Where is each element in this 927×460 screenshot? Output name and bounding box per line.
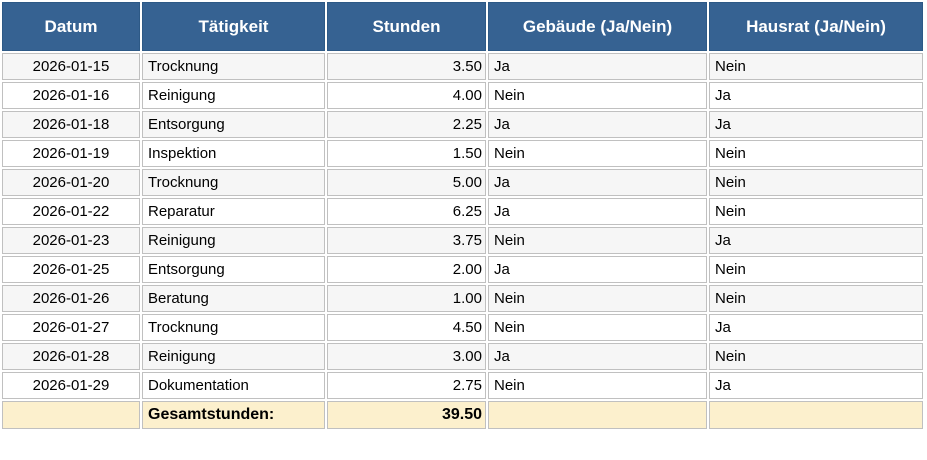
table-row: 2026-01-15 Trocknung 3.50 Ja Nein — [2, 53, 923, 80]
cell-gebaeude: Nein — [488, 372, 707, 399]
cell-gebaeude: Nein — [488, 82, 707, 109]
cell-taetigkeit: Reparatur — [142, 198, 325, 225]
cell-stunden: 3.50 — [327, 53, 486, 80]
cell-hausrat: Ja — [709, 111, 923, 138]
cell-taetigkeit: Beratung — [142, 285, 325, 312]
cell-stunden: 3.75 — [327, 227, 486, 254]
table-row: 2026-01-22 Reparatur 6.25 Ja Nein — [2, 198, 923, 225]
cell-gebaeude: Ja — [488, 256, 707, 283]
cell-datum: 2026-01-16 — [2, 82, 140, 109]
cell-taetigkeit: Dokumentation — [142, 372, 325, 399]
table-row: 2026-01-18 Entsorgung 2.25 Ja Ja — [2, 111, 923, 138]
header-row: Datum Tätigkeit Stunden Gebäude (Ja/Nein… — [2, 2, 923, 51]
work-hours-table: Datum Tätigkeit Stunden Gebäude (Ja/Nein… — [2, 2, 923, 429]
column-header-hausrat: Hausrat (Ja/Nein) — [709, 2, 923, 51]
table-row: 2026-01-28 Reinigung 3.00 Ja Nein — [2, 343, 923, 370]
column-header-datum: Datum — [2, 2, 140, 51]
cell-stunden: 4.00 — [327, 82, 486, 109]
cell-taetigkeit: Reinigung — [142, 343, 325, 370]
table-body: 2026-01-15 Trocknung 3.50 Ja Nein 2026-0… — [2, 53, 923, 399]
table-row: 2026-01-16 Reinigung 4.00 Nein Ja — [2, 82, 923, 109]
cell-hausrat: Nein — [709, 53, 923, 80]
cell-stunden: 4.50 — [327, 314, 486, 341]
cell-gebaeude: Ja — [488, 169, 707, 196]
cell-hausrat: Nein — [709, 140, 923, 167]
cell-hausrat: Nein — [709, 285, 923, 312]
cell-datum: 2026-01-20 — [2, 169, 140, 196]
cell-stunden: 5.00 — [327, 169, 486, 196]
table-row: 2026-01-20 Trocknung 5.00 Ja Nein — [2, 169, 923, 196]
cell-hausrat: Ja — [709, 227, 923, 254]
cell-taetigkeit: Reinigung — [142, 227, 325, 254]
total-label: Gesamtstunden: — [142, 401, 325, 429]
total-empty-hausrat — [709, 401, 923, 429]
cell-gebaeude: Ja — [488, 111, 707, 138]
cell-taetigkeit: Reinigung — [142, 82, 325, 109]
cell-gebaeude: Nein — [488, 314, 707, 341]
cell-taetigkeit: Trocknung — [142, 53, 325, 80]
cell-taetigkeit: Inspektion — [142, 140, 325, 167]
column-header-taetigkeit: Tätigkeit — [142, 2, 325, 51]
cell-gebaeude: Nein — [488, 140, 707, 167]
column-header-gebaeude: Gebäude (Ja/Nein) — [488, 2, 707, 51]
cell-datum: 2026-01-18 — [2, 111, 140, 138]
cell-taetigkeit: Entsorgung — [142, 111, 325, 138]
table-row: 2026-01-25 Entsorgung 2.00 Ja Nein — [2, 256, 923, 283]
table-header: Datum Tätigkeit Stunden Gebäude (Ja/Nein… — [2, 2, 923, 51]
cell-stunden: 1.50 — [327, 140, 486, 167]
cell-gebaeude: Ja — [488, 198, 707, 225]
cell-stunden: 6.25 — [327, 198, 486, 225]
cell-hausrat: Nein — [709, 198, 923, 225]
cell-stunden: 2.00 — [327, 256, 486, 283]
cell-hausrat: Nein — [709, 256, 923, 283]
cell-stunden: 2.75 — [327, 372, 486, 399]
cell-stunden: 3.00 — [327, 343, 486, 370]
total-empty-gebaeude — [488, 401, 707, 429]
cell-datum: 2026-01-15 — [2, 53, 140, 80]
cell-datum: 2026-01-25 — [2, 256, 140, 283]
table-row: 2026-01-19 Inspektion 1.50 Nein Nein — [2, 140, 923, 167]
cell-stunden: 1.00 — [327, 285, 486, 312]
cell-stunden: 2.25 — [327, 111, 486, 138]
cell-taetigkeit: Trocknung — [142, 314, 325, 341]
cell-datum: 2026-01-19 — [2, 140, 140, 167]
cell-gebaeude: Ja — [488, 343, 707, 370]
cell-datum: 2026-01-27 — [2, 314, 140, 341]
cell-datum: 2026-01-22 — [2, 198, 140, 225]
cell-gebaeude: Nein — [488, 285, 707, 312]
cell-datum: 2026-01-28 — [2, 343, 140, 370]
table-row: 2026-01-29 Dokumentation 2.75 Nein Ja — [2, 372, 923, 399]
cell-datum: 2026-01-29 — [2, 372, 140, 399]
cell-datum: 2026-01-26 — [2, 285, 140, 312]
total-empty-datum — [2, 401, 140, 429]
cell-gebaeude: Nein — [488, 227, 707, 254]
table-row: 2026-01-23 Reinigung 3.75 Nein Ja — [2, 227, 923, 254]
cell-hausrat: Ja — [709, 82, 923, 109]
cell-hausrat: Ja — [709, 372, 923, 399]
cell-taetigkeit: Trocknung — [142, 169, 325, 196]
column-header-stunden: Stunden — [327, 2, 486, 51]
cell-hausrat: Nein — [709, 169, 923, 196]
table-row: 2026-01-26 Beratung 1.00 Nein Nein — [2, 285, 923, 312]
total-row: Gesamtstunden: 39.50 — [2, 401, 923, 429]
cell-taetigkeit: Entsorgung — [142, 256, 325, 283]
table-row: 2026-01-27 Trocknung 4.50 Nein Ja — [2, 314, 923, 341]
cell-gebaeude: Ja — [488, 53, 707, 80]
total-value: 39.50 — [327, 401, 486, 429]
cell-hausrat: Nein — [709, 343, 923, 370]
cell-hausrat: Ja — [709, 314, 923, 341]
cell-datum: 2026-01-23 — [2, 227, 140, 254]
